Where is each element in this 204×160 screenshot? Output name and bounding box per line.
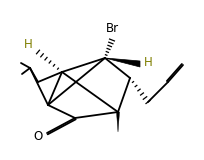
Text: Br: Br	[105, 21, 119, 35]
Polygon shape	[105, 58, 140, 67]
Text: H: H	[24, 37, 32, 51]
Text: O: O	[33, 131, 43, 144]
Text: H: H	[144, 56, 152, 68]
Polygon shape	[116, 112, 120, 132]
